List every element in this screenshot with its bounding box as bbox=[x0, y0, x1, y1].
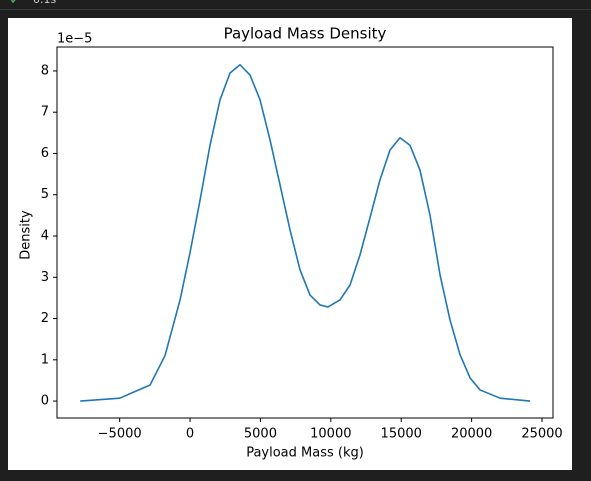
y-tick-label: 7 bbox=[41, 105, 49, 120]
y-tick-label: 6 bbox=[41, 146, 49, 161]
y-tick-label: 5 bbox=[41, 187, 49, 202]
y-axis-label: Density bbox=[19, 210, 34, 260]
x-axis-label: Payload Mass (kg) bbox=[246, 446, 364, 461]
x-tick-label: 15000 bbox=[381, 427, 422, 442]
x-tick-label: 0 bbox=[186, 427, 194, 442]
x-tick-label: 20000 bbox=[451, 427, 492, 442]
check-icon bbox=[10, 0, 16, 4]
y-tick-label: 8 bbox=[41, 63, 49, 78]
density-line bbox=[80, 63, 531, 402]
x-tick-label: 10000 bbox=[310, 427, 351, 442]
axes-frame bbox=[56, 46, 554, 419]
y-tick-label: 2 bbox=[41, 311, 49, 326]
x-tick-label: 25000 bbox=[521, 427, 562, 442]
y-tick-label: 0 bbox=[41, 394, 49, 409]
x-tick-label: −5000 bbox=[98, 427, 142, 442]
y-tick-label: 1 bbox=[41, 352, 49, 367]
chart-title: Payload Mass Density bbox=[224, 25, 387, 43]
exec-time: 0.1s bbox=[33, 0, 56, 6]
y-tick-label: 3 bbox=[41, 270, 49, 285]
y-tick-label: 4 bbox=[41, 229, 49, 244]
output-image bbox=[8, 18, 572, 470]
x-tick-label: 5000 bbox=[244, 427, 277, 442]
y-offset-label: 1e−5 bbox=[57, 32, 92, 47]
